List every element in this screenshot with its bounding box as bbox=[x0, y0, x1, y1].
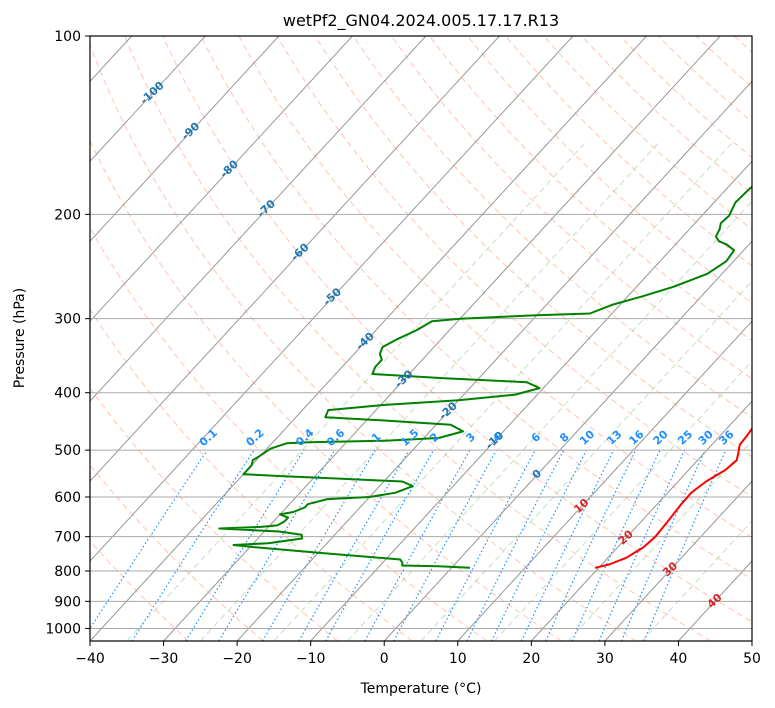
isotherm-line bbox=[383, 240, 752, 641]
dry-adiabat bbox=[162, 36, 752, 623]
dry-adiabat bbox=[238, 36, 752, 539]
isotherm-line bbox=[751, 640, 752, 641]
dry-adiabat bbox=[429, 36, 752, 342]
y-tick-label: 700 bbox=[54, 530, 81, 546]
y-axis-label: Pressure (hPa) bbox=[12, 288, 28, 388]
isotherm-line bbox=[90, 36, 353, 322]
dewpoint-profile-line bbox=[218, 185, 752, 569]
y-tick-label: 1000 bbox=[45, 621, 81, 637]
y-tick-label: 900 bbox=[54, 594, 81, 610]
mixing-ratio-line bbox=[466, 449, 565, 641]
y-tick-label: 500 bbox=[54, 443, 81, 459]
dry-adiabat bbox=[200, 36, 752, 580]
mixing-ratio-line bbox=[571, 449, 661, 641]
isotherm-line bbox=[457, 320, 752, 641]
mixing-ratio-line bbox=[491, 449, 587, 641]
dry-adiabat bbox=[352, 36, 752, 418]
mixing-ratio-label: 30 bbox=[696, 427, 716, 447]
mixing-ratio-line bbox=[90, 449, 208, 630]
isotherm-line bbox=[163, 36, 721, 641]
mixing-ratio-line bbox=[185, 449, 305, 641]
mixing-ratio-label: 8 bbox=[557, 430, 571, 445]
mixing-ratio-line bbox=[131, 449, 255, 641]
mixing-ratio-label: 25 bbox=[675, 428, 695, 448]
x-tick-label: 40 bbox=[670, 651, 688, 667]
mixing-ratio-label: 0.4 bbox=[293, 426, 316, 449]
moist-adiabat bbox=[604, 480, 752, 641]
dry-adiabat bbox=[390, 36, 752, 380]
dry-adiabat bbox=[90, 139, 562, 641]
isotherm-line bbox=[90, 36, 574, 562]
moist-adiabat bbox=[126, 139, 588, 641]
profile-lines bbox=[218, 185, 752, 569]
y-tick-label: 600 bbox=[54, 490, 81, 506]
isotherm-line bbox=[236, 80, 752, 641]
isotherm-line bbox=[90, 36, 500, 482]
mixing-ratio-label: 16 bbox=[626, 427, 646, 447]
mixing-ratio-label: 1.5 bbox=[398, 426, 421, 449]
isotherm-line bbox=[604, 480, 752, 641]
mixing-ratio-line bbox=[325, 449, 435, 641]
mixing-ratio-line bbox=[218, 449, 336, 641]
pressure-gridlines bbox=[90, 36, 752, 629]
dry-adiabat bbox=[733, 36, 752, 53]
mixing-ratio-line bbox=[598, 449, 686, 641]
dry-adiabat bbox=[581, 36, 752, 194]
line-labels: -100-90-80-70-60-50-40-30-20-10010203040… bbox=[138, 79, 737, 611]
x-tick-label: 20 bbox=[522, 651, 540, 667]
moist-adiabat bbox=[678, 560, 752, 641]
isotherm-line bbox=[90, 36, 427, 402]
x-tick-label: −10 bbox=[296, 651, 326, 667]
mixing-ratio-label: 6 bbox=[529, 430, 544, 445]
dry-adiabat bbox=[124, 36, 712, 641]
moist-adiabat bbox=[457, 320, 752, 641]
x-tick-label: −40 bbox=[75, 651, 105, 667]
x-tick-label: 30 bbox=[596, 651, 614, 667]
chart-title: wetPf2_GN04.2024.005.17.17.R13 bbox=[283, 11, 559, 31]
y-axis-ticks: 100 200 300 400 500 600 700 800 900 1000 bbox=[45, 29, 90, 637]
temperature-profile-line bbox=[594, 426, 752, 569]
y-tick-label: 800 bbox=[54, 564, 81, 580]
y-tick-label: 400 bbox=[54, 386, 81, 402]
isotherm-line bbox=[310, 160, 752, 641]
x-tick-label: −20 bbox=[222, 651, 252, 667]
background-lines bbox=[0, 36, 752, 641]
plot-frame bbox=[89, 35, 753, 642]
dry-adiabat bbox=[276, 36, 752, 498]
isotherm-line bbox=[678, 560, 752, 641]
mixing-ratio-line bbox=[393, 449, 497, 641]
mixing-ratio-label: 2 bbox=[427, 430, 441, 445]
isotherm-line bbox=[0, 36, 58, 641]
dry-adiabat bbox=[90, 226, 488, 641]
dry-adiabat bbox=[314, 36, 752, 458]
mixing-ratio-line bbox=[621, 449, 706, 641]
x-tick-label: 10 bbox=[449, 651, 467, 667]
dry-adiabat bbox=[90, 43, 637, 641]
isotherm-line bbox=[530, 400, 752, 641]
x-axis-ticks: −40 −30 −20 −10 0 10 20 30 40 50 bbox=[75, 641, 761, 667]
y-tick-label: 200 bbox=[54, 207, 81, 223]
mixing-ratio-label: 13 bbox=[604, 428, 624, 448]
mixing-ratio-line bbox=[364, 449, 471, 641]
mixing-ratio-label: 3 bbox=[463, 430, 477, 445]
isotherm-line bbox=[90, 36, 280, 242]
x-tick-label: 0 bbox=[380, 651, 389, 667]
isotherm-line bbox=[90, 36, 647, 641]
dry-adiabat bbox=[90, 464, 264, 641]
x-axis-label: Temperature (°C) bbox=[360, 681, 482, 697]
y-tick-label: 100 bbox=[54, 29, 81, 45]
dry-adiabat bbox=[467, 36, 752, 304]
y-tick-label: 300 bbox=[54, 312, 81, 328]
x-tick-label: 50 bbox=[743, 651, 761, 667]
x-tick-label: −30 bbox=[149, 651, 179, 667]
dry-adiabat bbox=[657, 36, 752, 123]
isotherm-line bbox=[90, 36, 206, 163]
mixing-ratio-label: 0.2 bbox=[243, 426, 266, 449]
dry-adiabat bbox=[90, 540, 190, 641]
moist-adiabat bbox=[494, 360, 752, 641]
mixing-ratio-label: 0.1 bbox=[197, 426, 220, 449]
